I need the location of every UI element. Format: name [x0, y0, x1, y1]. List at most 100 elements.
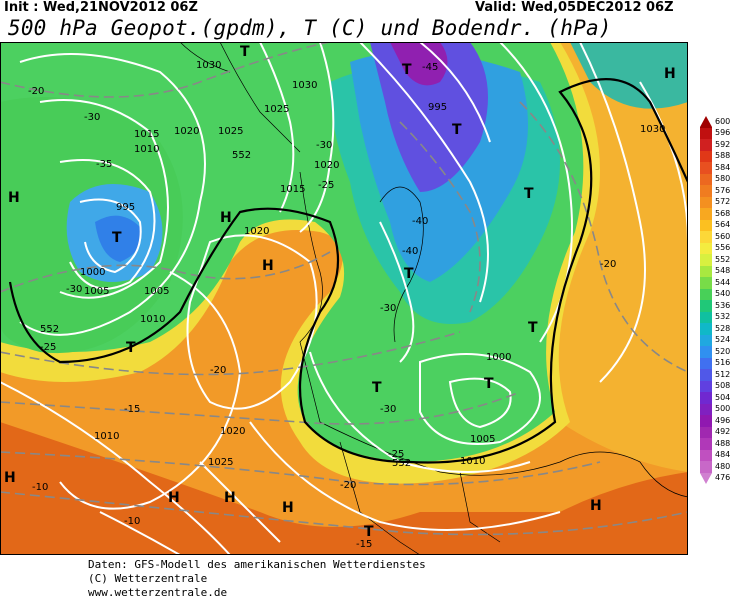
isobar-label: 995: [428, 102, 447, 113]
legend-tick-label: 588: [715, 151, 731, 161]
temperature-label: -45: [422, 62, 438, 73]
isobar-label: 1020: [174, 126, 199, 137]
temperature-label: -25: [40, 342, 56, 353]
isobar-label: 1025: [208, 457, 233, 468]
isobar-label: 1015: [134, 129, 159, 140]
legend-swatch: [700, 380, 712, 393]
footer-credits: Daten: GFS-Modell des amerikanischen Wet…: [88, 558, 426, 600]
pressure-center-marker: H: [590, 498, 602, 514]
warm-band-red: [0, 422, 688, 555]
legend-tick-label: 492: [715, 427, 731, 437]
temperature-label: -35: [96, 159, 112, 170]
geopotential-552-line: [8, 78, 688, 464]
legend-tick-label: 496: [715, 415, 731, 425]
isobar-label: 1030: [640, 124, 665, 135]
isobar-label: 995: [116, 202, 135, 213]
legend-swatch: [700, 346, 712, 358]
pressure-center-marker: T: [240, 44, 250, 60]
pressure-center-marker: T: [524, 186, 534, 202]
temperature-label: -20: [210, 365, 226, 376]
pressure-center-marker: H: [664, 66, 676, 82]
isobar-label: 1020: [244, 226, 269, 237]
pressure-center-marker: H: [8, 190, 20, 206]
pressure-center-marker: T: [112, 230, 122, 246]
init-time: Init : Wed,21NOV2012 06Z: [4, 0, 198, 15]
legend-tick-label: 516: [715, 358, 731, 368]
footer-data-source: Daten: GFS-Modell des amerikanischen Wet…: [88, 558, 426, 571]
pressure-center-marker: H: [168, 490, 180, 506]
legend-tick-label: 576: [715, 185, 731, 195]
legend-tick-label: 548: [715, 266, 731, 276]
temperature-label: -30: [316, 140, 332, 151]
pressure-center-marker: T: [372, 380, 382, 396]
legend-swatch: [700, 231, 712, 243]
legend-swatch: [700, 242, 712, 255]
pressure-center-marker: H: [224, 490, 236, 506]
isobar-label: 1005: [470, 434, 495, 445]
footer-url: www.wetterzentrale.de: [88, 586, 228, 599]
isobar-label: 1005: [84, 286, 109, 297]
legend-swatch: [700, 150, 712, 163]
temperature-label: -30: [380, 404, 396, 415]
legend-swatch: [700, 208, 712, 220]
pressure-center-marker: H: [262, 258, 274, 274]
legend-swatch: [700, 127, 712, 140]
isobar-label: 1030: [292, 80, 317, 91]
legend-swatch: [700, 449, 712, 462]
legend-tick-label: 600: [715, 116, 731, 126]
pressure-center-marker: H: [4, 470, 16, 486]
legend-tick-label: 556: [715, 243, 731, 253]
temperature-label: -20: [28, 86, 44, 97]
legend-tick-label: 520: [715, 346, 731, 356]
legend-tick-label: 512: [715, 369, 731, 379]
legend-swatch: [700, 139, 712, 151]
isobar-label: 1025: [218, 126, 243, 137]
legend-swatch: [700, 254, 712, 266]
geopotential-labels: 552 552 552: [40, 150, 411, 469]
legend-swatch: [700, 392, 712, 404]
legend-tick-label: 480: [715, 461, 731, 471]
warm-band-east: [544, 42, 688, 472]
legend-swatch: [700, 300, 712, 312]
temperature-label: -20: [600, 259, 616, 270]
isobar-label: 1000: [80, 267, 105, 278]
temperature-labels: -20 -30 -35 -30 -25 -20 -15 -10 -25 -30 -40 -45 -40 -…: [28, 62, 616, 550]
pressure-center-marker: T: [452, 122, 462, 138]
legend-tick-label: 552: [715, 254, 731, 264]
legend-tick-label: 540: [715, 289, 731, 299]
isobar-label: 1010: [134, 144, 159, 155]
legend-swatch: [700, 334, 712, 347]
isobar-label: 1010: [140, 314, 165, 325]
legend-tick-label: 572: [715, 197, 731, 207]
geopotential-label: 552: [392, 458, 411, 469]
isobar-label: 1005: [144, 286, 169, 297]
legend-swatch: [700, 185, 712, 197]
legend-tick-label: 580: [715, 174, 731, 184]
temperature-label: -10: [32, 482, 48, 493]
legend-tick-label: 560: [715, 231, 731, 241]
color-legend-bar: [700, 116, 712, 484]
pressure-center-marker: T: [126, 340, 136, 356]
legend-swatch: [700, 173, 712, 186]
legend-swatch: [700, 461, 712, 473]
isobar-label: 1030: [196, 60, 221, 71]
legend-swatch: [700, 288, 712, 301]
temperature-label: -15: [356, 539, 372, 550]
legend-swatch: [700, 116, 712, 128]
legend-swatch: [700, 162, 712, 174]
legend-tick-label: 524: [715, 335, 731, 345]
ne-teal-patch: [570, 42, 688, 109]
geopotential-label: 552: [232, 150, 251, 161]
isobar-label: 1015: [280, 184, 305, 195]
legend-swatch: [700, 311, 712, 324]
legend-swatch: [700, 219, 712, 232]
legend-tick-label: 500: [715, 404, 731, 414]
legend-tick-label: 536: [715, 300, 731, 310]
legend-swatch: [700, 265, 712, 278]
legend-swatch: [700, 415, 712, 427]
legend-swatch: [700, 357, 712, 370]
pressure-center-marker: T: [364, 524, 374, 540]
temperature-label: -30: [84, 112, 100, 123]
legend-tick-label: 504: [715, 392, 731, 402]
temperature-label: -20: [340, 480, 356, 491]
